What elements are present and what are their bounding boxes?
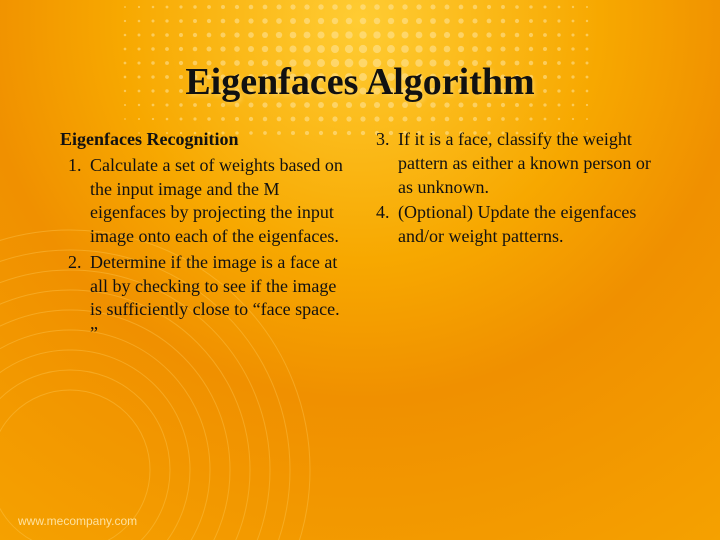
footer-url: www.mecompany.com — [18, 514, 137, 528]
slide-title: Eigenfaces Algorithm — [60, 60, 660, 104]
list-item: Calculate a set of weights based on the … — [86, 154, 352, 249]
list-item: If it is a face, classify the weight pat… — [394, 128, 660, 199]
left-list: Calculate a set of weights based on the … — [60, 154, 352, 346]
right-column: If it is a face, classify the weight pat… — [368, 128, 660, 348]
list-item: Determine if the image is a face at all … — [86, 251, 352, 346]
right-list: If it is a face, classify the weight pat… — [368, 128, 660, 249]
columns: Eigenfaces Recognition Calculate a set o… — [60, 128, 660, 348]
left-subhead: Eigenfaces Recognition — [60, 128, 352, 152]
left-column: Eigenfaces Recognition Calculate a set o… — [60, 128, 352, 348]
slide-content: Eigenfaces Algorithm Eigenfaces Recognit… — [0, 0, 720, 540]
list-item: (Optional) Update the eigenfaces and/or … — [394, 201, 660, 249]
